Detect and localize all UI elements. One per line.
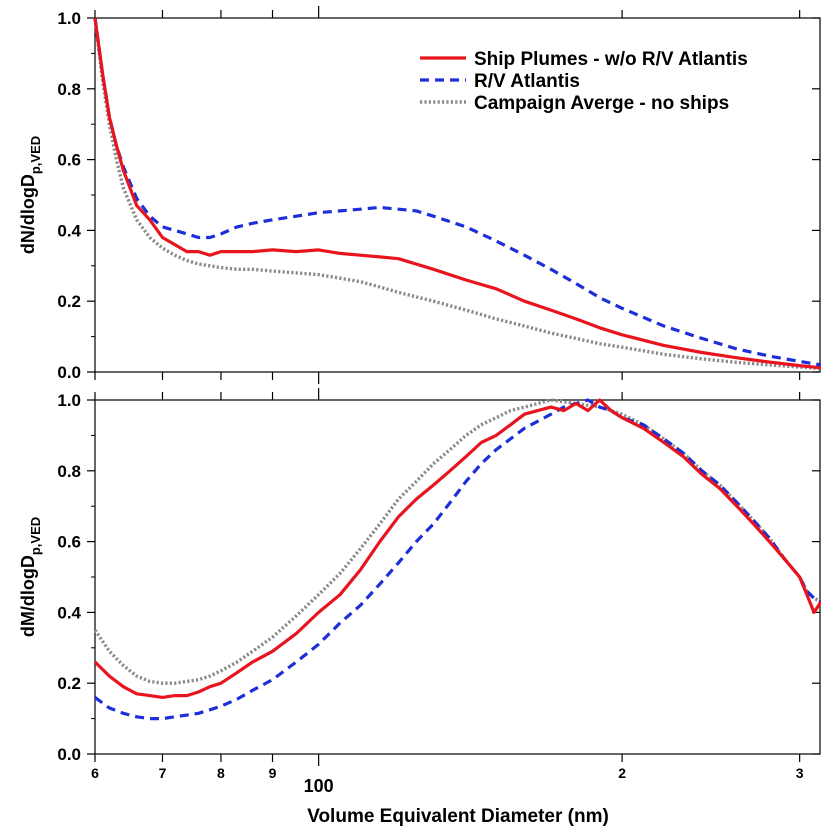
y-tick-label: 0.4	[57, 603, 81, 622]
series-line-dotted	[93, 17, 821, 371]
bottom-y-axis-title-sub: p,VED	[28, 517, 43, 555]
bottom-y-axis-title: dM/dlogDp,VED	[18, 517, 43, 637]
series-line-solid	[93, 398, 821, 700]
y-tick-label: 0.2	[57, 292, 81, 311]
y-tick-label: 0.8	[57, 462, 81, 481]
top-y-ticks: 0.0 0.2 0.4 0.6 0.8 1.0	[57, 9, 820, 382]
y-tick-label: 1.0	[57, 9, 81, 28]
legend-label: Ship Plumes - w/o R/V Atlantis	[474, 49, 748, 70]
y-tick-label: 0.6	[57, 151, 81, 170]
legend-label: R/V Atlantis	[474, 71, 580, 92]
top-x-ticks	[94, 6, 801, 384]
legend-label: Campaign Averge - no ships	[474, 93, 729, 114]
bottom-y-axis-title-main: dM/dlogD	[18, 555, 38, 637]
top-panel-frame	[94, 17, 821, 373]
x-tick-label: 8	[217, 765, 225, 781]
y-tick-label: 0.8	[57, 80, 81, 99]
top-series-lines	[93, 17, 821, 371]
top-y-axis-title-main: dN/dlogD	[18, 174, 38, 254]
y-tick-label: 0.2	[57, 674, 81, 693]
x-tick-label: 100	[304, 776, 334, 796]
x-tick-label: 7	[159, 765, 167, 781]
y-tick-label: 0.6	[57, 533, 81, 552]
y-tick-label: 1.0	[57, 391, 81, 410]
y-tick-label: 0.0	[57, 363, 81, 382]
series-line-dashed	[93, 17, 821, 367]
series-line-dotted	[93, 398, 821, 685]
top-panel: 0.0 0.2 0.4 0.6 0.8 1.0 dN/dlogDp,VED	[18, 6, 821, 384]
series-line-dashed	[94, 398, 821, 721]
bottom-series-lines	[93, 398, 821, 721]
bottom-panel-frame	[94, 399, 821, 755]
bottom-panel: 0.0 0.2 0.4 0.6 0.8 1.0 6 7 8 9 100 2 3 dM/dlogDp,V…	[18, 388, 821, 796]
x-tick-label: 2	[618, 765, 626, 781]
x-tick-label: 3	[796, 765, 804, 781]
bottom-y-ticks: 0.0 0.2 0.4 0.6 0.8 1.0	[57, 391, 820, 764]
x-tick-label: 9	[269, 765, 277, 781]
y-tick-label: 0.4	[57, 221, 81, 240]
y-tick-label: 0.0	[57, 745, 81, 764]
x-axis-title: Volume Equivalent Diameter (nm)	[307, 806, 609, 827]
top-y-axis-title-sub: p,VED	[28, 136, 43, 174]
bottom-x-ticks: 6 7 8 9 100 2 3	[91, 388, 804, 796]
top-y-axis-title: dN/dlogDp,VED	[18, 136, 43, 254]
x-tick-label: 6	[91, 765, 99, 781]
series-line-solid	[93, 17, 821, 370]
